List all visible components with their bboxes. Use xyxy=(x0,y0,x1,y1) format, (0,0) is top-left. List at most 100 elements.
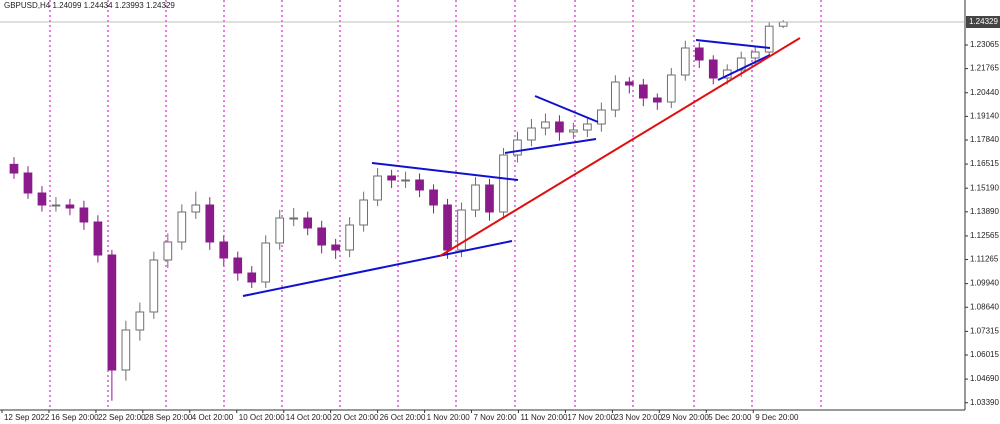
x-tick-label: 9 Dec 20:00 xyxy=(755,413,799,422)
candle-body xyxy=(331,244,340,251)
y-tick-label: 1.20440 xyxy=(970,88,999,97)
x-tick-label: 10 Oct 20:00 xyxy=(239,413,285,422)
candle-body xyxy=(499,154,508,213)
y-tick-label: 1.07315 xyxy=(970,326,999,335)
candle-body xyxy=(415,179,424,191)
candle-body xyxy=(219,241,229,259)
candle-body xyxy=(79,207,89,223)
low: 1.23993 xyxy=(115,1,144,10)
candle-body xyxy=(149,259,159,313)
candle-body xyxy=(680,47,690,76)
candle-body xyxy=(429,189,438,206)
x-tick-label: 1 Nov 20:00 xyxy=(427,413,471,422)
candle-body xyxy=(359,199,368,226)
candle-body xyxy=(135,311,145,331)
candle-body xyxy=(121,329,131,371)
candle-body xyxy=(736,57,746,71)
trend-line xyxy=(371,162,519,181)
candle-body xyxy=(107,254,117,371)
trend-line xyxy=(534,95,599,123)
candle-body xyxy=(233,257,243,274)
last-price-label: 1.24329 xyxy=(969,17,998,26)
y-tick-label: 1.23065 xyxy=(970,40,999,49)
candle-body xyxy=(527,127,536,141)
candle-body xyxy=(666,74,676,103)
candle-body xyxy=(23,172,33,194)
candle-body xyxy=(638,84,648,99)
open: 1.24099 xyxy=(52,1,81,10)
y-tick-label: 1.13890 xyxy=(970,207,999,216)
x-tick-label: 12 Sep 2022 xyxy=(4,413,50,422)
y-tick-label: 1.11265 xyxy=(970,255,999,264)
candle-body xyxy=(261,242,271,283)
candle-body xyxy=(205,204,215,243)
candle-body xyxy=(457,209,466,251)
x-tick-label: 14 Oct 20:00 xyxy=(286,413,332,422)
candle-body xyxy=(289,217,299,220)
y-tick-label: 1.19140 xyxy=(970,111,999,120)
trend-line xyxy=(717,54,771,81)
candle-body xyxy=(275,217,285,244)
candle-body xyxy=(443,204,452,251)
candle-body xyxy=(317,227,327,246)
trend-line xyxy=(504,138,597,154)
candle-body xyxy=(569,129,578,133)
candle-body xyxy=(764,25,774,53)
period-separators xyxy=(49,0,822,410)
x-tick-label: 4 Oct 20:00 xyxy=(192,413,234,422)
y-tick-label: 1.09940 xyxy=(970,279,999,288)
candle-body xyxy=(401,179,410,182)
candle-body xyxy=(247,272,257,283)
x-tick-label: 23 Nov 20:00 xyxy=(614,413,662,422)
y-tick-label: 1.16515 xyxy=(970,159,999,168)
chart-header: GBPUSD,H4 1.24099 1.24434 1.23993 1.2432… xyxy=(4,1,175,10)
y-tick-label: 1.12565 xyxy=(970,231,999,240)
candle-body xyxy=(177,211,187,243)
y-tick-label: 1.08640 xyxy=(970,302,999,311)
x-tick-label: 22 Sep 20:00 xyxy=(98,413,146,422)
trend-line xyxy=(695,39,771,49)
last-price-box xyxy=(966,16,1000,29)
candle-body xyxy=(597,109,606,125)
candle-body xyxy=(778,21,788,27)
candles xyxy=(9,20,788,401)
candle-body xyxy=(65,204,75,209)
x-tick-label: 20 Oct 20:00 xyxy=(333,413,379,422)
y-tick-label: 1.21765 xyxy=(970,64,999,73)
candle-body xyxy=(37,192,47,206)
candle-body xyxy=(373,175,382,201)
candle-body xyxy=(471,184,480,211)
candle-body xyxy=(583,123,592,131)
x-tick-label: 17 Nov 20:00 xyxy=(567,413,615,422)
candle-body xyxy=(485,184,494,213)
candle-body xyxy=(611,81,620,111)
x-tick-label: 16 Sep 20:00 xyxy=(51,413,99,422)
trend-line xyxy=(242,240,513,297)
y-tick-label: 1.04690 xyxy=(970,374,999,383)
x-tick-label: 28 Sep 20:00 xyxy=(145,413,193,422)
trend-lines xyxy=(242,37,801,297)
x-tick-label: 26 Oct 20:00 xyxy=(380,413,426,422)
y-tick-label: 1.15190 xyxy=(970,183,999,192)
candle-body xyxy=(694,47,704,61)
candle-body xyxy=(303,217,313,229)
candle-body xyxy=(625,81,634,86)
candle-body xyxy=(708,59,718,79)
candle-body xyxy=(555,121,564,133)
candle-body xyxy=(387,175,396,181)
trend-line xyxy=(439,37,801,257)
x-tick-label: 7 Nov 20:00 xyxy=(473,413,517,422)
x-tick-label: 11 Nov 20:00 xyxy=(520,413,568,422)
y-tick-label: 1.06015 xyxy=(970,350,999,359)
candle-body xyxy=(163,241,173,261)
candle-body xyxy=(541,121,550,129)
y-tick-label: 1.03390 xyxy=(970,398,999,407)
candle-body xyxy=(93,221,103,256)
candle-body xyxy=(345,224,354,251)
x-tick-label: 29 Nov 20:00 xyxy=(661,413,709,422)
candle-body xyxy=(191,204,201,213)
x-tick-label: 5 Dec 20:00 xyxy=(708,413,752,422)
candle-body xyxy=(51,204,61,207)
candle-body xyxy=(750,51,760,59)
